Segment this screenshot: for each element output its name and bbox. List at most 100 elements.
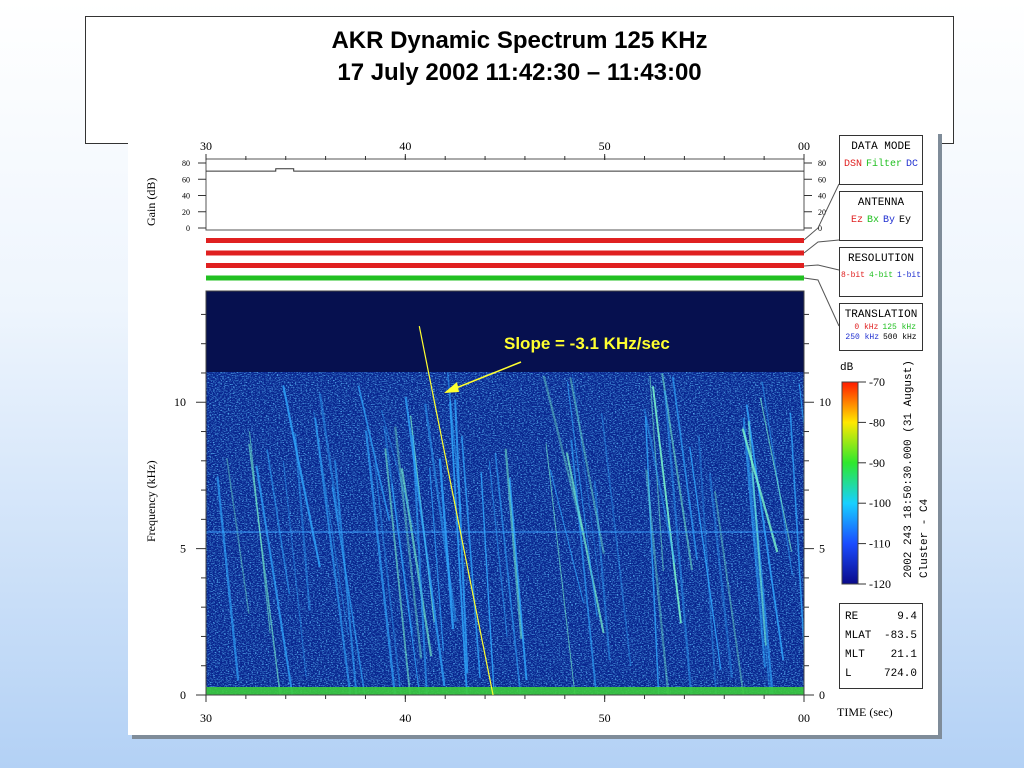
title-box: AKR Dynamic Spectrum 125 KHz 17 July 200… (85, 16, 954, 144)
data-mode-item: Filter (865, 159, 902, 170)
panel-connectors (803, 183, 840, 327)
gain-tick-label-left: 60 (182, 175, 190, 184)
data-mode-panel: DATA MODE DSN Filter DC (839, 135, 923, 185)
drift-streak (643, 409, 676, 564)
drift-streak (689, 446, 722, 670)
gain-tick-label-left: 40 (182, 192, 190, 201)
colorbar-ticks: -70 -80 -90 -100 -110 -120 (858, 375, 891, 591)
translation-panel: TRANSLATION 0 kHz 125 kHz 250 kHz 500 kHz (839, 303, 923, 351)
data-mode-item: DSN (843, 159, 862, 170)
translation-item: 0 kHz (854, 323, 879, 332)
spectrogram-noise (206, 372, 804, 695)
antenna-item: By (883, 215, 896, 226)
gain-tick-label-left: 0 (186, 224, 190, 233)
drift-streak (404, 396, 446, 687)
freq-tick-label-right: 10 (819, 395, 831, 409)
drift-streak (661, 373, 693, 571)
drift-streak (565, 452, 605, 634)
drift-streak (266, 449, 291, 595)
info-key: RE (845, 611, 859, 623)
connector-line (803, 239, 840, 254)
status-bar (206, 263, 804, 268)
drift-streak (429, 467, 445, 652)
drift-streak (645, 469, 670, 695)
drift-streak (248, 443, 281, 695)
colorbar-tick-label: -80 (869, 415, 885, 429)
drift-streak (759, 397, 793, 552)
slope-annotation: Slope = -3.1 KHz/sec (504, 334, 670, 353)
drift-streak (282, 385, 321, 568)
info-value: 724.0 (883, 668, 917, 680)
antenna-item: Ez (850, 215, 863, 226)
drift-streak (294, 433, 311, 611)
gain-axis-label: Gain (dB) (144, 178, 158, 226)
gain-tick-label-right: 40 (818, 192, 826, 201)
drift-streak (671, 376, 698, 560)
drift-streak (460, 436, 481, 678)
title-line-2: 17 July 2002 11:42:30 – 11:43:00 (337, 59, 702, 86)
x-tick-label-top: 50 (599, 139, 611, 153)
gain-tick-label-left: 20 (182, 208, 190, 217)
drift-streak (400, 468, 433, 657)
drift-streak (494, 453, 522, 695)
info-value: 9.4 (897, 611, 917, 623)
translation-row-1: 0 kHz 125 kHz (840, 323, 922, 332)
low-frequency-band (206, 687, 804, 695)
drift-streak (747, 421, 767, 646)
annotation-arrow (445, 361, 522, 393)
colorbar-label: dB (840, 362, 854, 374)
annotation-arrow-head (444, 382, 459, 393)
drift-streak (746, 447, 772, 695)
x-tick-label-bottom: 40 (399, 711, 411, 725)
drift-streak (566, 381, 598, 618)
gain-line (206, 168, 804, 172)
gain-tick-label-right: 0 (818, 224, 822, 233)
info-value: -83.5 (883, 630, 917, 642)
status-bar (206, 275, 804, 281)
frequency-axis-label: Frequency (kHz) (144, 460, 158, 542)
translation-title: TRANSLATION (844, 309, 918, 321)
drift-streak (357, 385, 391, 521)
connector-line (803, 264, 840, 271)
drift-streak (742, 417, 767, 668)
drift-streak (572, 374, 601, 590)
freq-tick-label-left: 5 (180, 542, 186, 556)
connector-line (803, 277, 840, 327)
drift-streak (542, 375, 585, 535)
drift-streak (318, 393, 340, 522)
freq-tick-label-right: 0 (819, 688, 825, 702)
info-key: L (845, 668, 852, 680)
freq-tick-label-left: 0 (180, 688, 186, 702)
colorbar-tick-label: -110 (869, 537, 891, 551)
data-mode-title: DATA MODE (851, 141, 911, 153)
resolution-item: 1-bit (897, 271, 922, 280)
resolution-item: 8-bit (840, 271, 865, 280)
translation-item: 250 kHz (845, 333, 879, 342)
gain-panel (205, 158, 805, 231)
time-axis-label: TIME (sec) (837, 705, 893, 719)
drift-streak (282, 461, 307, 677)
drift-streak (649, 375, 664, 572)
resolution-items: 8-bit 4-bit 1-bit (840, 271, 922, 280)
colorbar-tick-label: -90 (869, 456, 885, 470)
resolution-title: RESOLUTION (847, 253, 914, 265)
drift-streak (488, 461, 508, 637)
info-value: 21.1 (890, 649, 917, 661)
drift-streak (226, 458, 250, 614)
info-key: MLAT (845, 630, 872, 642)
resolution-panel: RESOLUTION 8-bit 4-bit 1-bit (839, 247, 923, 297)
drift-streak (697, 435, 718, 695)
spectrogram: Slope = -3.1 KHz/sec (205, 290, 805, 696)
colorbar-tick-label: -120 (869, 577, 891, 591)
connector-line (803, 183, 840, 241)
drift-streak (652, 386, 682, 624)
colorbar-gradient (841, 381, 859, 585)
side-text-date: 2002 243 18:50:30.000 (31 August) (903, 360, 915, 578)
data-mode-item: DC (906, 159, 919, 170)
status-bar (206, 238, 804, 243)
drift-streak (508, 477, 528, 681)
drift-streak (384, 448, 411, 695)
status-bar (206, 250, 804, 256)
drift-streak (314, 417, 352, 695)
